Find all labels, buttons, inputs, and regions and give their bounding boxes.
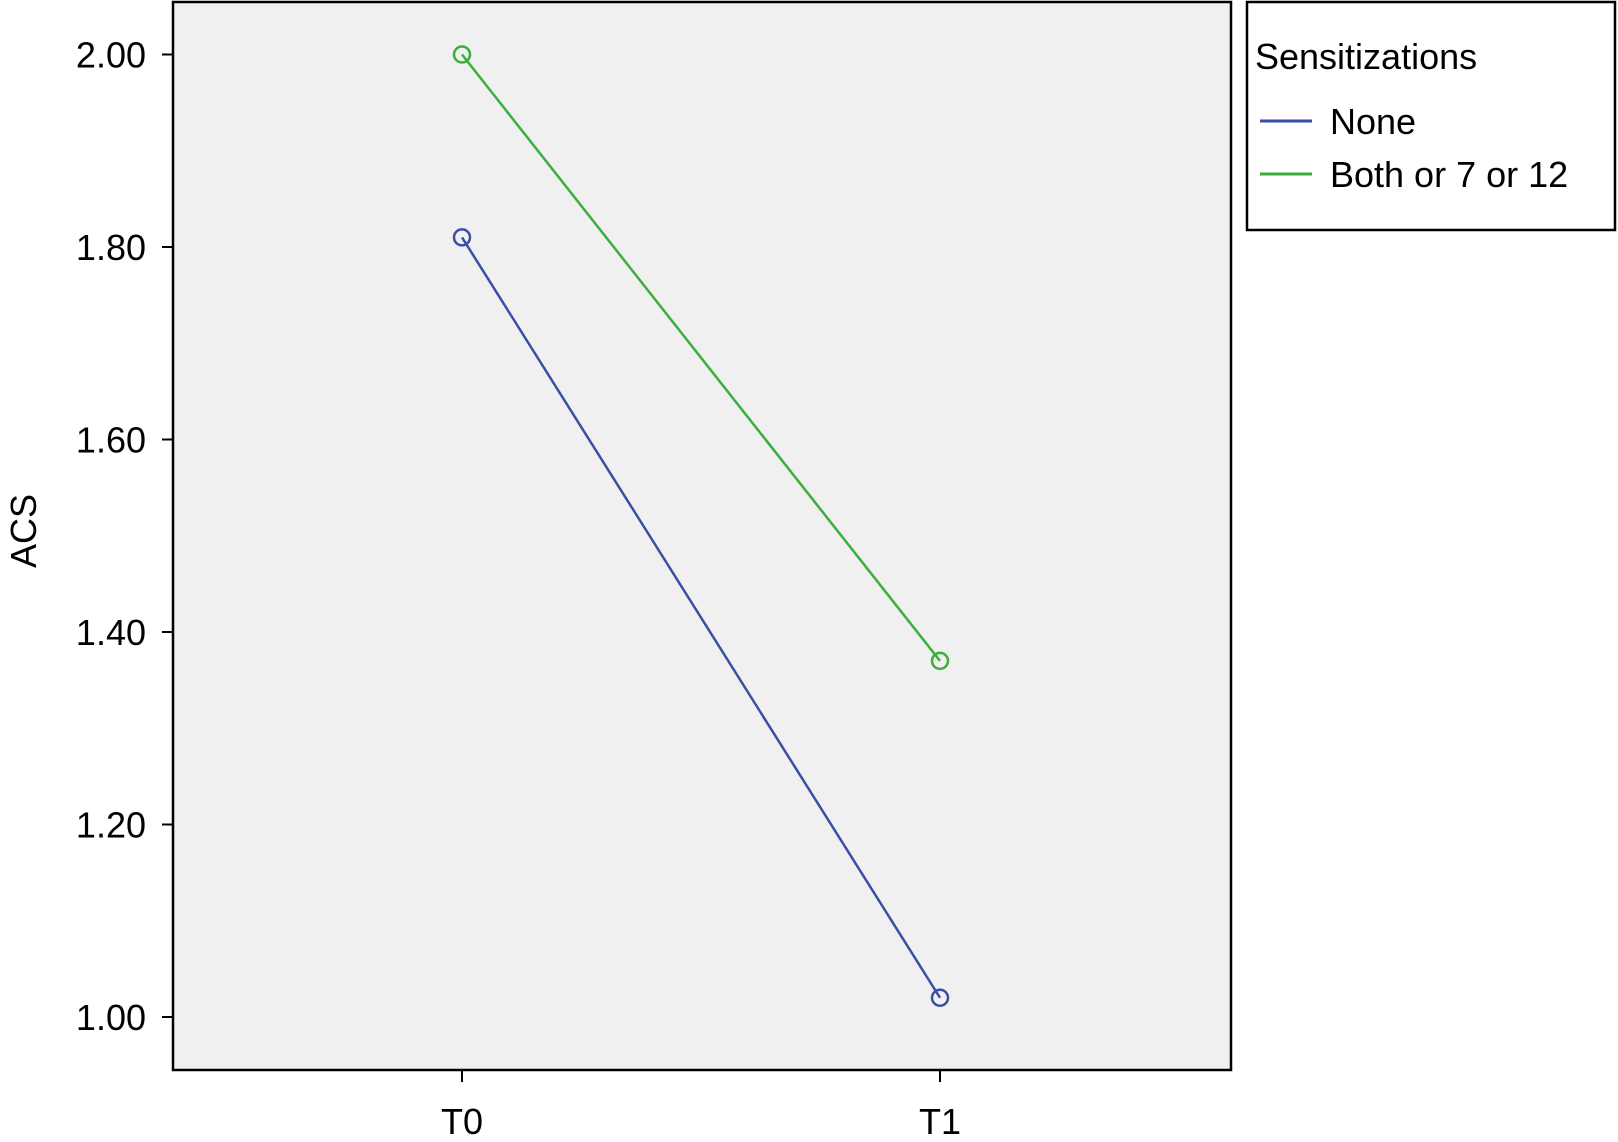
data-point — [452, 228, 472, 247]
y-axis: 1.00 1.20 1.40 1.60 1.80 2.00 — [76, 2, 174, 1070]
legend-box — [1245, 0, 1617, 232]
series-line — [460, 236, 942, 999]
y-tick-label: 1.20 — [76, 805, 146, 846]
y-tick-label: 1.60 — [76, 420, 146, 461]
data-point — [452, 45, 472, 64]
legend-label: None — [1330, 101, 1416, 142]
data-point — [930, 988, 950, 1007]
series-layer — [452, 45, 950, 1007]
plot-area — [171, 0, 1233, 1072]
legend-items: None Both or 7 or 12 — [1260, 101, 1568, 195]
y-tick-label: 2.00 — [76, 35, 146, 76]
legend-label: Both or 7 or 12 — [1330, 154, 1568, 195]
x-axis: T0 T1 — [173, 1069, 1231, 1142]
y-tick-label: 1.40 — [76, 612, 146, 653]
x-tick-label: T0 — [441, 1101, 483, 1142]
legend: Sensitizations None Both or 7 or 12 — [1245, 0, 1617, 232]
legend-title: Sensitizations — [1255, 36, 1477, 77]
y-tick-label: 1.00 — [76, 997, 146, 1038]
series-line — [461, 53, 941, 662]
x-tick-label: T1 — [919, 1101, 961, 1142]
data-point — [930, 651, 950, 671]
y-tick-label: 1.80 — [76, 227, 146, 268]
y-axis-title: ACS — [3, 494, 44, 568]
